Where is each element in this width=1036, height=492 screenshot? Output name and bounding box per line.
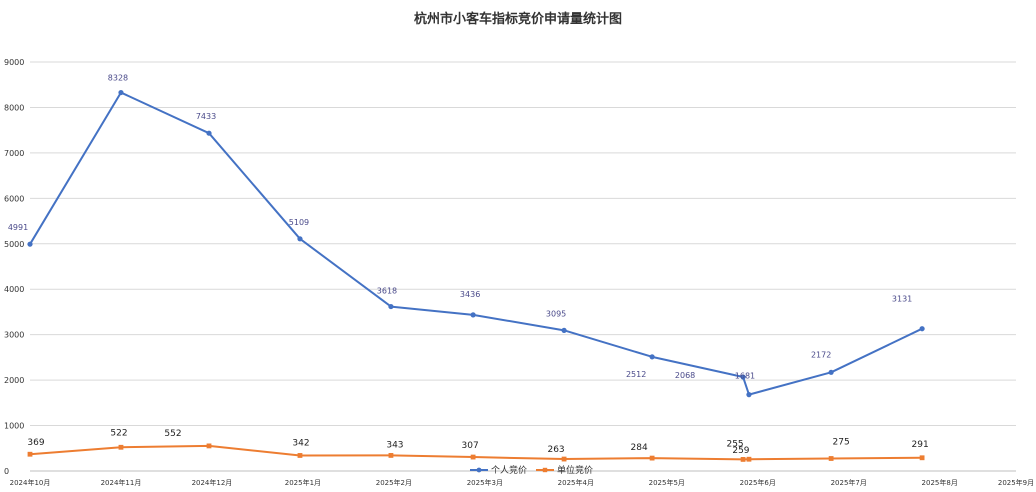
y-tick-label: 8000 xyxy=(4,103,24,112)
x-tick-label: 2025年8月 xyxy=(922,478,958,487)
x-tick-label: 2024年11月 xyxy=(101,478,142,487)
y-tick-label: 2000 xyxy=(4,376,24,385)
x-tick-label: 2025年2月 xyxy=(376,478,412,487)
data-point xyxy=(828,456,834,461)
legend-marker xyxy=(476,467,482,473)
data-label-personal: 2172 xyxy=(811,350,831,359)
data-label-company: 343 xyxy=(386,440,403,450)
data-label-personal: 3436 xyxy=(460,290,480,299)
y-tick-label: 4000 xyxy=(4,285,24,294)
y-tick-label: 3000 xyxy=(4,331,24,340)
data-label-personal: 4991 xyxy=(8,223,28,232)
data-point xyxy=(746,456,752,462)
data-point xyxy=(740,457,746,462)
data-label-personal: 3095 xyxy=(546,309,566,318)
data-label-company: 307 xyxy=(462,441,479,451)
data-point xyxy=(746,392,752,398)
x-tick-label: 2025年9月 xyxy=(998,478,1034,487)
series-line-company xyxy=(29,444,923,461)
data-point xyxy=(740,374,746,380)
data-label-company: 259 xyxy=(732,446,749,456)
data-point xyxy=(649,354,655,360)
x-tick-label: 2025年7月 xyxy=(831,478,867,487)
legend-marker xyxy=(542,467,548,473)
data-point xyxy=(828,369,834,375)
chart-title: 杭州市小客车指标竞价申请量统计图 xyxy=(413,12,622,27)
data-point xyxy=(919,326,925,332)
data-label-personal: 7433 xyxy=(196,112,216,121)
y-tick-label: 9000 xyxy=(4,58,24,67)
data-point xyxy=(470,454,476,460)
y-tick-label: 5000 xyxy=(4,240,24,249)
data-label-company: 522 xyxy=(110,428,127,438)
data-point xyxy=(118,89,124,96)
data-label-company: 255 xyxy=(726,439,743,449)
data-label-company: 552 xyxy=(164,429,181,439)
data-point xyxy=(297,236,303,242)
data-label-company: 369 xyxy=(27,438,44,448)
legend-label: 单位竞价 xyxy=(557,464,593,476)
y-tick-label: 1000 xyxy=(4,422,24,431)
x-tick-label: 2025年5月 xyxy=(649,478,685,487)
x-tick-label: 2024年10月 xyxy=(10,478,51,487)
data-point xyxy=(206,130,212,136)
y-tick-label: 0 xyxy=(4,467,9,476)
data-point xyxy=(919,455,925,461)
data-point xyxy=(27,241,33,247)
x-tick-label: 2025年6月 xyxy=(740,478,776,487)
data-point xyxy=(388,453,394,458)
y-tick-label: 6000 xyxy=(4,194,24,203)
data-point xyxy=(561,327,567,333)
data-label-personal: 2068 xyxy=(675,371,695,380)
legend-label: 个人竞价 xyxy=(491,464,527,476)
x-tick-label: 2025年4月 xyxy=(558,478,594,487)
y-tick-label: 7000 xyxy=(4,149,24,158)
data-label-personal: 2512 xyxy=(626,370,646,379)
data-label-personal: 8328 xyxy=(108,74,128,83)
data-label-personal: 1681 xyxy=(735,372,755,381)
data-label-company: 342 xyxy=(292,438,309,448)
data-point xyxy=(297,453,303,458)
data-label-personal: 3618 xyxy=(377,287,397,296)
x-tick-label: 2025年3月 xyxy=(467,478,503,487)
data-point xyxy=(206,443,212,449)
data-point xyxy=(118,444,124,450)
data-point xyxy=(561,456,567,462)
data-point xyxy=(470,312,476,318)
data-point xyxy=(388,303,394,310)
data-point xyxy=(27,451,33,457)
data-label-personal: 5109 xyxy=(289,218,309,227)
data-label-personal: 3131 xyxy=(892,295,912,304)
data-label-company: 263 xyxy=(547,445,564,455)
data-point xyxy=(649,455,655,461)
data-label-company: 291 xyxy=(912,440,929,450)
data-label-company: 275 xyxy=(833,438,850,448)
data-label-company: 284 xyxy=(631,443,648,453)
x-tick-label: 2025年1月 xyxy=(285,478,321,487)
series-line-personal xyxy=(29,91,923,396)
x-tick-label: 2024年12月 xyxy=(192,478,233,487)
